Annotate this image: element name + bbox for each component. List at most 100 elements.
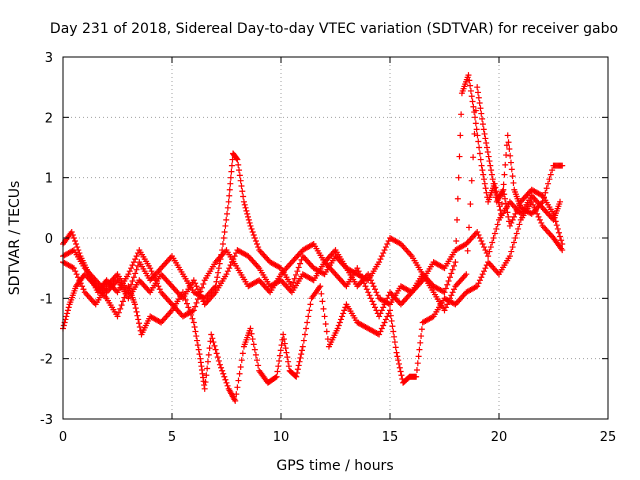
data-point (221, 228, 228, 235)
data-point (362, 283, 369, 290)
data-point (376, 259, 383, 266)
data-point (381, 301, 388, 308)
data-point (377, 256, 384, 263)
data-point (334, 325, 341, 332)
data-point (485, 153, 492, 160)
data-point (475, 138, 482, 145)
data-point (510, 179, 517, 186)
data-point (484, 144, 491, 151)
data-point (118, 302, 125, 309)
data-point (221, 373, 228, 380)
data-point (481, 176, 488, 183)
data-point (456, 153, 463, 160)
data-point (491, 230, 498, 237)
data-point (219, 367, 226, 374)
data-point (248, 225, 255, 232)
data-point (488, 171, 495, 178)
data-point (70, 235, 77, 241)
data-point (228, 162, 235, 169)
data-point (245, 213, 252, 220)
data-point (509, 173, 516, 180)
data-point (380, 250, 387, 257)
data-point (555, 229, 562, 236)
data-point (504, 209, 511, 216)
data-point (213, 278, 220, 285)
data-point (388, 317, 395, 324)
data-point (228, 168, 235, 175)
data-point (451, 262, 458, 269)
data-point (134, 312, 141, 319)
data-point (472, 107, 479, 114)
data-point (251, 346, 258, 353)
data-point (506, 146, 513, 153)
data-point (276, 277, 283, 284)
data-point (277, 347, 284, 354)
data-point (387, 312, 394, 319)
data-point (414, 360, 421, 367)
data-point (479, 115, 486, 122)
y-tick-label: 1 (45, 172, 53, 187)
data-point (478, 162, 485, 169)
data-point (369, 280, 376, 287)
data-point (515, 225, 522, 232)
data-point (149, 271, 156, 278)
data-point (276, 357, 283, 364)
data-point (230, 256, 237, 263)
data-point (294, 369, 301, 376)
y-axis-label: SDTVAR / TECUs (7, 181, 23, 296)
data-point (278, 342, 285, 349)
data-point (381, 247, 388, 254)
data-point (479, 241, 486, 248)
data-point (297, 260, 304, 267)
data-point (119, 298, 126, 305)
y-tick-label: 3 (45, 51, 53, 66)
data-point (474, 84, 481, 91)
data-point (470, 154, 477, 161)
data-point (317, 283, 324, 290)
data-point (480, 126, 487, 133)
data-point (192, 303, 199, 310)
data-point (285, 363, 292, 370)
data-point (63, 313, 70, 320)
data-point (224, 268, 231, 275)
data-point (510, 213, 517, 220)
data-point (136, 323, 143, 330)
data-point (506, 253, 513, 260)
data-point (130, 259, 137, 266)
data-point (233, 391, 240, 398)
data-point (465, 72, 472, 79)
data-point (377, 310, 384, 317)
data-point (216, 260, 223, 267)
data-point (486, 248, 493, 255)
data-point (559, 247, 566, 254)
data-point (254, 277, 261, 284)
data-point (480, 171, 487, 178)
y-tick-label: 0 (45, 232, 53, 247)
data-point (441, 289, 448, 296)
data-point (189, 308, 196, 315)
data-point (474, 283, 481, 290)
data-point (376, 313, 383, 320)
data-point (136, 320, 143, 327)
data-point (381, 319, 388, 326)
data-point (194, 337, 201, 344)
data-point (228, 259, 235, 266)
data-point (285, 358, 292, 365)
data-point (254, 357, 261, 364)
data-point (197, 292, 204, 299)
data-point (550, 210, 557, 217)
data-point (559, 241, 566, 248)
data-point (395, 357, 402, 364)
data-point (358, 274, 365, 281)
data-point (190, 277, 197, 284)
data-point (220, 370, 227, 377)
data-point (454, 216, 461, 223)
data-point (226, 192, 233, 199)
chart-title: Day 231 of 2018, Sidereal Day-to-day VTE… (50, 21, 618, 37)
data-point (530, 201, 537, 208)
data-point (115, 309, 122, 316)
data-point (415, 353, 422, 360)
data-point (378, 325, 385, 332)
data-point (485, 253, 492, 260)
data-point (442, 304, 449, 311)
